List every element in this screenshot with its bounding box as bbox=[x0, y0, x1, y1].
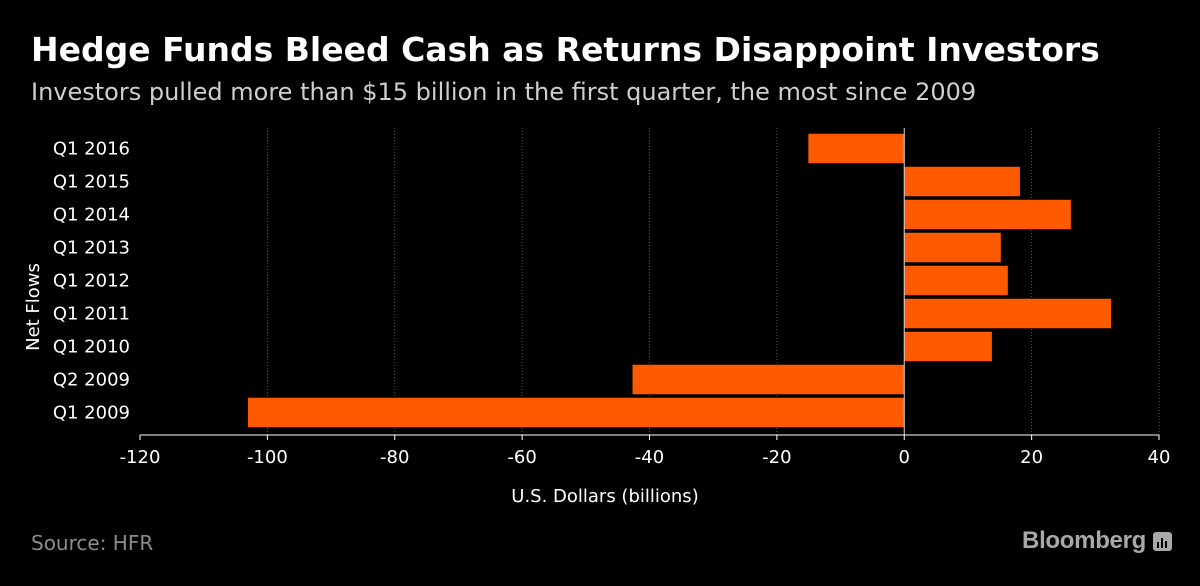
axes bbox=[139, 128, 1160, 440]
x-tick-label: -40 bbox=[635, 447, 664, 468]
chart-title: Hedge Funds Bleed Cash as Returns Disapp… bbox=[31, 30, 1100, 69]
x-tick-label: -100 bbox=[247, 447, 288, 468]
labels: Q1 2016 Q1 2015 Q1 2014 Q1 2013 Q1 2012 Q1 20… bbox=[53, 139, 1171, 469]
bloomberg-terminal-icon bbox=[1153, 532, 1172, 551]
bar-q1-2009 bbox=[247, 397, 905, 428]
bloomberg-logo: Bloomberg bbox=[1022, 527, 1146, 554]
y-tick-label: Q1 2014 bbox=[53, 205, 130, 226]
y-tick-label: Q1 2010 bbox=[53, 337, 130, 358]
bar-q1-2013 bbox=[904, 232, 1002, 263]
bar-q1-2016 bbox=[807, 133, 905, 164]
bar-q1-2015 bbox=[904, 166, 1021, 197]
y-tick-label: Q1 2012 bbox=[53, 271, 130, 292]
source-note: Source: HFR bbox=[31, 531, 154, 555]
x-tick-label: -120 bbox=[120, 447, 161, 468]
x-tick-label: -20 bbox=[762, 447, 791, 468]
bar-q1-2011 bbox=[904, 298, 1112, 329]
bar-q2-2009 bbox=[632, 364, 905, 395]
chart-subtitle: Investors pulled more than $15 billion i… bbox=[31, 78, 977, 106]
x-tick-label: -60 bbox=[507, 447, 536, 468]
bar-q1-2012 bbox=[904, 265, 1009, 296]
x-axis-title: U.S. Dollars (billions) bbox=[511, 486, 698, 507]
y-tick-label: Q1 2011 bbox=[53, 304, 130, 325]
x-tick-label: 40 bbox=[1148, 447, 1171, 468]
y-axis-title: Net Flows bbox=[23, 263, 44, 351]
x-tick-label: -80 bbox=[380, 447, 409, 468]
bar-q1-2014 bbox=[904, 199, 1072, 230]
y-tick-label: Q1 2013 bbox=[53, 238, 130, 259]
bars bbox=[247, 133, 1112, 428]
y-tick-label: Q1 2009 bbox=[53, 403, 130, 424]
y-tick-label: Q1 2015 bbox=[53, 172, 130, 193]
bar-q1-2010 bbox=[904, 331, 993, 362]
x-tick-label: 0 bbox=[899, 447, 910, 468]
x-tick-label: 20 bbox=[1020, 447, 1043, 468]
y-tick-label: Q2 2009 bbox=[53, 370, 130, 391]
y-tick-label: Q1 2016 bbox=[53, 139, 130, 160]
